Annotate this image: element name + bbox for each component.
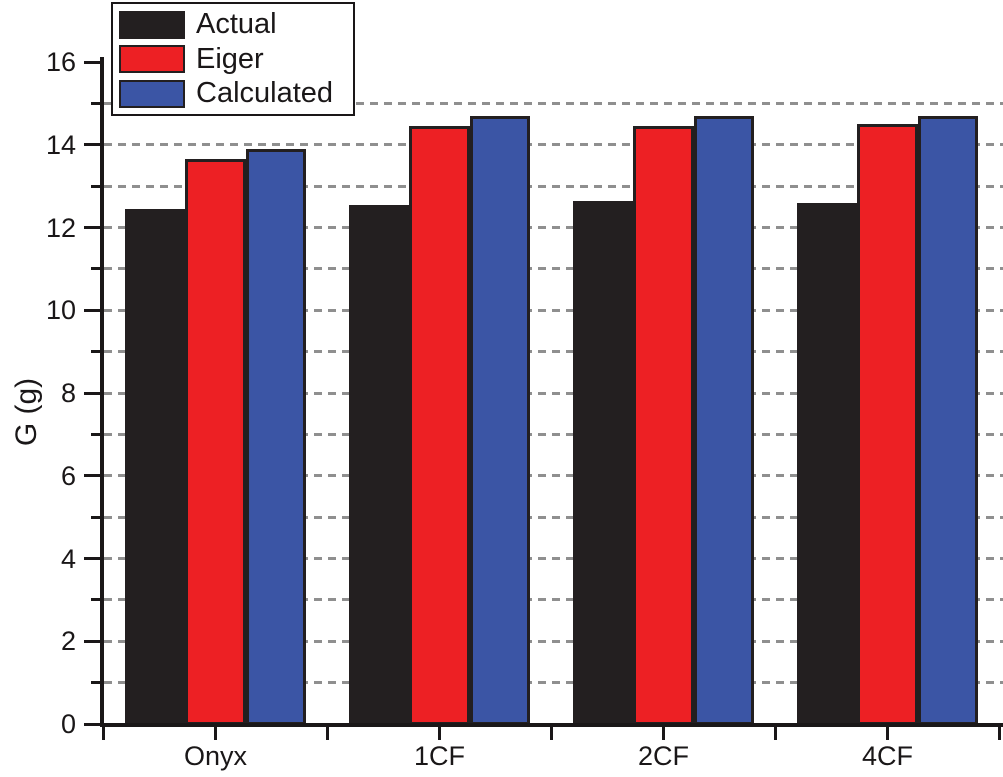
legend-swatch-calculated: [119, 79, 185, 108]
y-tick-label: 0: [60, 709, 76, 739]
y-major-tick: [84, 226, 100, 229]
bar-actual-2cf: [572, 200, 634, 725]
y-minor-tick: [91, 184, 100, 188]
y-major-tick: [84, 639, 100, 643]
y-major-tick: [84, 722, 100, 726]
bar-actual-onyx: [124, 208, 186, 725]
legend-row-eiger: Eiger: [119, 43, 353, 76]
x-tick: [326, 727, 329, 740]
y-gridline: [104, 681, 1003, 685]
y-gridline: [104, 308, 1003, 312]
legend-label-eiger: Eiger: [196, 42, 264, 75]
y-tick-label: 8: [60, 378, 76, 408]
legend-row-actual: Actual: [119, 8, 353, 41]
bar-calculated-4cf: [917, 115, 979, 725]
y-minor-tick: [91, 101, 100, 105]
y-major-tick: [84, 474, 100, 478]
y-tick-label: 4: [60, 543, 76, 574]
y-gridline: [104, 391, 1003, 395]
bar-actual-1cf: [348, 204, 410, 725]
y-gridline: [104, 143, 1003, 147]
y-gridline: [104, 639, 1003, 643]
legend: Actual Eiger Calculated: [111, 2, 355, 116]
x-tick: [438, 727, 441, 740]
y-gridline: [104, 226, 1003, 229]
bar-calculated-1cf: [469, 115, 531, 725]
y-minor-tick: [91, 432, 100, 436]
y-axis-title: G (g): [10, 377, 43, 447]
bar-eiger-4cf: [857, 124, 918, 725]
y-minor-tick: [91, 267, 100, 271]
y-gridline: [104, 101, 1003, 105]
x-tick-label-2cf: 2CF: [637, 741, 689, 771]
bar-calculated-2cf: [693, 115, 755, 725]
y-gridline: [104, 474, 1003, 478]
bar-eiger-2cf: [633, 126, 694, 725]
y-major-tick: [84, 391, 100, 395]
x-tick: [662, 727, 665, 740]
y-gridline: [104, 350, 1003, 354]
x-tick-label-4cf: 4CF: [861, 741, 913, 771]
y-gridline: [104, 598, 1003, 602]
legend-row-calculated: Calculated: [119, 77, 353, 110]
x-tick: [550, 727, 553, 740]
bar-calculated-onyx: [245, 148, 307, 725]
x-tick: [886, 727, 889, 740]
bar-actual-4cf: [796, 202, 858, 725]
x-axis: [100, 723, 1003, 727]
y-major-tick: [84, 60, 100, 64]
y-gridline: [104, 432, 1003, 436]
y-tick-label: 2: [60, 626, 76, 657]
legend-swatch-actual: [119, 10, 185, 39]
y-tick-label: 12: [45, 212, 76, 243]
y-major-tick: [84, 143, 100, 147]
legend-swatch-eiger: [119, 45, 185, 73]
y-tick-label: 10: [45, 295, 76, 326]
y-tick-label: 6: [60, 460, 76, 491]
x-tick: [774, 727, 777, 740]
y-minor-tick: [91, 598, 100, 602]
y-gridline: [104, 184, 1003, 188]
y-major-tick: [84, 557, 100, 560]
x-tick-label-onyx: Onyx: [183, 741, 248, 771]
y-minor-tick: [91, 681, 100, 685]
bar-eiger-onyx: [185, 159, 246, 725]
y-tick-label: 14: [45, 129, 76, 160]
x-tick: [998, 727, 1001, 740]
y-gridline: [104, 557, 1003, 560]
y-tick-label: 16: [45, 47, 76, 77]
y-minor-tick: [91, 515, 100, 519]
y-minor-tick: [91, 350, 100, 354]
x-tick: [214, 727, 217, 740]
legend-label-actual: Actual: [196, 8, 277, 40]
y-axis: [100, 57, 104, 727]
x-tick-label-1cf: 1CF: [413, 741, 465, 771]
y-major-tick: [84, 308, 100, 312]
x-tick: [102, 727, 105, 740]
bar-eiger-1cf: [409, 126, 470, 725]
y-gridline: [104, 515, 1003, 519]
legend-label-calculated: Calculated: [196, 77, 334, 109]
y-gridline: [104, 267, 1003, 271]
